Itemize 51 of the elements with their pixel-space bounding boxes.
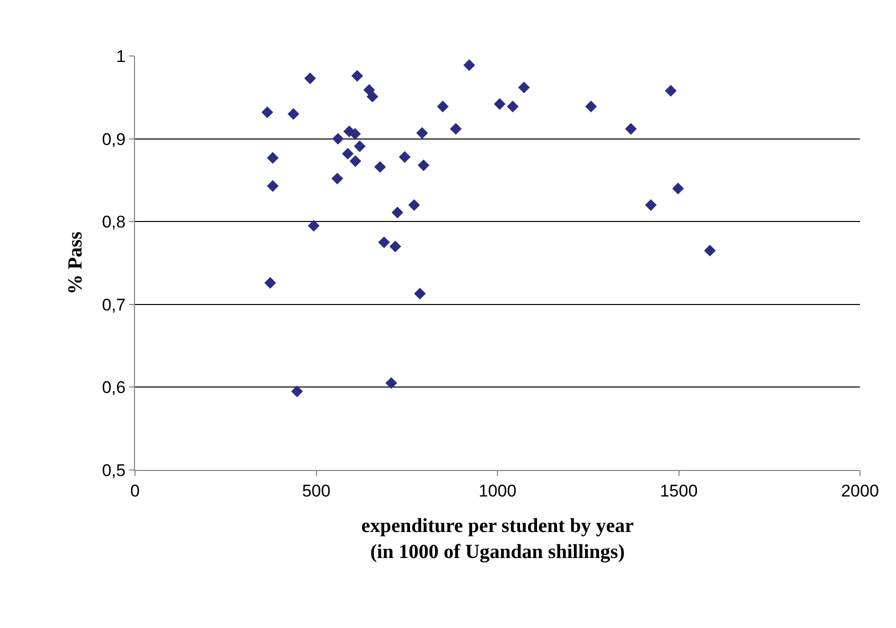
point [351, 70, 364, 82]
point [418, 159, 430, 172]
x-tick-label: 0 [130, 481, 140, 500]
x-axis-title: expenditure per student by year (in 1000 of Ugandan shillings) [361, 514, 634, 563]
point [261, 106, 274, 118]
point [450, 123, 462, 135]
point [625, 123, 637, 135]
y-tick-label: 0,6 [102, 378, 126, 398]
point [463, 59, 476, 71]
x-tick-label: 500 [302, 481, 330, 500]
point [332, 132, 344, 145]
point [672, 182, 684, 194]
point [585, 100, 597, 112]
point [416, 127, 428, 139]
point [392, 206, 404, 218]
point [408, 199, 420, 211]
y-tick-label: 0,8 [102, 212, 126, 232]
point [308, 220, 320, 232]
point [354, 140, 366, 152]
point [518, 82, 530, 94]
point [331, 172, 344, 184]
point [378, 236, 390, 248]
point [506, 100, 519, 112]
x-tick-label: 1000 [478, 481, 516, 500]
point [414, 288, 426, 300]
y-tick-label: 0,5 [102, 460, 126, 480]
point [494, 98, 506, 110]
y-tick-label: 0,7 [102, 295, 126, 314]
x-tick-label: 2000 [841, 481, 879, 500]
point [436, 100, 449, 112]
point [664, 84, 677, 97]
point [385, 377, 398, 389]
point [291, 385, 303, 398]
point [374, 161, 386, 173]
point [288, 108, 300, 120]
point [704, 244, 716, 256]
point [350, 155, 362, 168]
x-tick-label: 1500 [660, 481, 698, 500]
y-tick-label: 0,9 [102, 130, 126, 149]
point [266, 180, 279, 192]
point [366, 90, 378, 102]
point [342, 148, 354, 160]
point [349, 128, 361, 140]
point [264, 277, 276, 289]
point [398, 151, 411, 163]
y-tick-label: 1 [116, 46, 126, 66]
point [266, 152, 279, 164]
y-axis-title: % Pass [64, 231, 86, 294]
point [644, 199, 657, 211]
point [389, 240, 402, 252]
point [304, 72, 316, 84]
